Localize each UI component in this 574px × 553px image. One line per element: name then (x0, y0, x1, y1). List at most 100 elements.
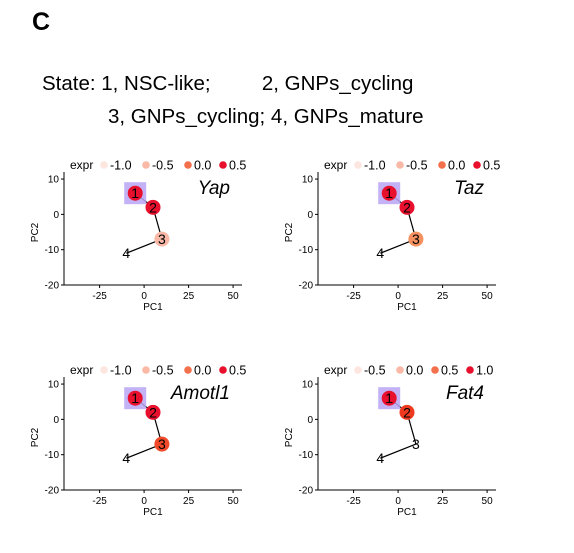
x-tick-label: 25 (437, 291, 449, 302)
state-point (145, 199, 161, 215)
legend-swatch (100, 161, 108, 169)
x-tick-label: 0 (141, 291, 147, 302)
state-point-label: 2 (403, 404, 411, 420)
y-tick-label: 0 (53, 210, 59, 221)
state-point-label: 2 (403, 199, 411, 215)
legend-label: 0.5 (483, 159, 500, 173)
legend-label: 0.5 (441, 364, 458, 378)
state-point-label: 4 (122, 450, 130, 466)
state-point (399, 404, 415, 420)
state-point (127, 390, 143, 406)
legend-swatch (219, 366, 227, 374)
x-tick-label: 50 (228, 496, 240, 507)
state-point (145, 404, 161, 420)
legend-swatch (438, 161, 446, 169)
legend-swatch (100, 366, 108, 374)
x-tick-label: 25 (183, 291, 195, 302)
legend-swatch (354, 366, 362, 374)
legend-label: 0.0 (406, 364, 423, 378)
state-point (127, 185, 143, 201)
state-point-label: 2 (149, 404, 157, 420)
state-point (381, 390, 397, 406)
y-axis-label: PC2 (30, 222, 41, 242)
legend-swatch (219, 161, 227, 169)
y-tick-label: 0 (53, 415, 59, 426)
panel-label: C (32, 8, 51, 36)
state-point-label: 4 (376, 245, 384, 261)
state-point-label: 3 (412, 436, 420, 452)
gene-title: Fat4 (446, 383, 484, 404)
y-tick-label: -20 (299, 281, 314, 292)
y-axis-label: PC2 (284, 222, 295, 242)
state-point (154, 436, 170, 452)
expression-plot-4: 10 0 -10 -20 -25 0 25 50 PC1 PC2 expr -0.5 0.0 0.5 1.0… (284, 363, 496, 518)
gene-title: Taz (454, 178, 484, 199)
legend-label: 0.5 (229, 364, 246, 378)
x-axis-label: PC1 (143, 507, 163, 518)
x-tick-label: -25 (346, 291, 361, 302)
state-point-label: 1 (385, 185, 393, 201)
state-point-label: 1 (131, 390, 139, 406)
gene-title: Amotl1 (170, 383, 230, 404)
legend-label: 0.0 (194, 159, 211, 173)
expression-plot-3: 10 0 -10 -20 -25 0 25 50 PC1 PC2 expr -1.0 -0.5 0.0 0.… (30, 363, 246, 518)
legend-label: 0.0 (448, 159, 465, 173)
y-axis-label: PC2 (30, 427, 41, 447)
legend-label: 0.5 (229, 159, 246, 173)
legend-swatch (142, 366, 150, 374)
legend-swatch (431, 366, 439, 374)
legend-label: -0.5 (364, 364, 386, 378)
x-tick-label: 50 (482, 291, 494, 302)
legend-swatch (466, 366, 474, 374)
x-tick-label: -25 (92, 496, 107, 507)
legend-swatch (142, 161, 150, 169)
x-tick-label: 25 (183, 496, 195, 507)
legend-label: -1.0 (364, 159, 386, 173)
legend-swatch (184, 366, 192, 374)
x-tick-label: 50 (228, 291, 240, 302)
y-tick-label: 0 (307, 415, 313, 426)
x-tick-label: 0 (395, 496, 401, 507)
y-tick-label: 10 (48, 175, 60, 186)
y-tick-label: -10 (299, 245, 314, 256)
legend-label: -0.5 (406, 159, 428, 173)
x-axis-label: PC1 (143, 302, 163, 313)
legend-label: 1.0 (476, 364, 493, 378)
gene-title: Yap (198, 178, 230, 199)
legend-label: -0.5 (152, 159, 174, 173)
legend-title: expr (324, 158, 347, 172)
state-point-label: 4 (376, 450, 384, 466)
y-tick-label: 0 (307, 210, 313, 221)
legend-title: expr (324, 363, 347, 377)
y-tick-label: -20 (299, 486, 314, 497)
y-tick-label: -10 (45, 450, 60, 461)
x-axis-label: PC1 (397, 507, 417, 518)
y-tick-label: -20 (45, 281, 60, 292)
state-point-label: 3 (412, 231, 420, 247)
y-tick-label: -10 (45, 245, 60, 256)
y-tick-label: -10 (299, 450, 314, 461)
x-tick-label: 25 (437, 496, 449, 507)
y-axis-label: PC2 (284, 427, 295, 447)
y-tick-label: 10 (48, 380, 60, 391)
x-tick-label: -25 (92, 291, 107, 302)
x-axis-label: PC1 (397, 302, 417, 313)
state-point-label: 2 (149, 199, 157, 215)
legend-swatch (396, 161, 404, 169)
state-point (399, 199, 415, 215)
legend-swatch (473, 161, 481, 169)
legend-swatch (354, 161, 362, 169)
trajectory-segment (380, 443, 417, 459)
state-point (408, 231, 424, 247)
state-point (381, 185, 397, 201)
state-legend-line-1: State: 1, NSC-like; 2, GNPs_cycling (42, 72, 414, 95)
state-point-label: 3 (158, 231, 166, 247)
legend-swatch (184, 161, 192, 169)
x-tick-label: 0 (395, 291, 401, 302)
y-tick-label: 10 (302, 175, 314, 186)
state-point (154, 231, 170, 247)
x-tick-label: -25 (346, 496, 361, 507)
y-tick-label: 10 (302, 380, 314, 391)
state-point-label: 3 (158, 436, 166, 452)
legend-label: -1.0 (110, 159, 132, 173)
